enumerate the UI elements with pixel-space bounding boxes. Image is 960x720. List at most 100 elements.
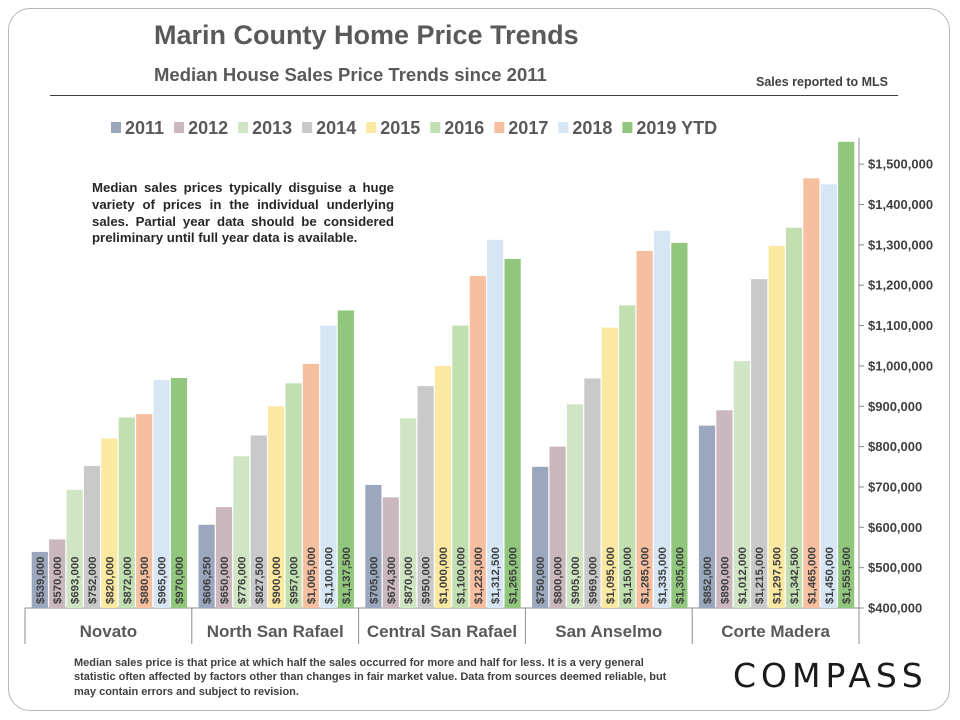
data-label: $820,000 — [104, 556, 116, 604]
bar — [285, 383, 302, 608]
legend-swatch — [238, 122, 249, 133]
bar — [153, 380, 170, 608]
legend-swatch — [111, 122, 121, 133]
bar — [751, 279, 768, 608]
y-tick-label: $1,100,000 — [868, 318, 933, 333]
data-label: $750,000 — [535, 556, 547, 604]
legend-label: 2018 — [572, 118, 612, 138]
data-label: $969,000 — [587, 556, 599, 604]
legend: 2011 2012 2013 2014 2015 2016 2017 2018 2019 YTD — [111, 118, 717, 138]
bar — [671, 242, 688, 608]
category-label: Corte Madera — [721, 622, 830, 641]
bar — [365, 484, 382, 608]
data-label: $1,000,000 — [438, 547, 450, 604]
category-axis: Novato North San Rafael Central San Rafael… — [24, 608, 860, 644]
bar — [487, 239, 504, 608]
y-tick-label: $1,300,000 — [868, 237, 933, 252]
bar — [198, 524, 215, 608]
data-label: $965,000 — [157, 556, 169, 604]
data-label: $1,335,000 — [657, 547, 669, 604]
data-label: $800,000 — [553, 556, 565, 604]
y-tick-label: $900,000 — [868, 399, 922, 414]
title-divider — [50, 95, 898, 96]
legend-swatch — [430, 122, 441, 133]
legend-swatch — [622, 122, 633, 133]
data-label: $539,000 — [35, 556, 47, 604]
category-label: Novato — [80, 622, 138, 641]
category-label: Central San Rafael — [367, 622, 517, 641]
data-label: $890,000 — [719, 556, 731, 604]
bar — [716, 410, 733, 608]
data-label: $1,005,000 — [306, 547, 318, 604]
legend-label: 2011 — [125, 118, 164, 138]
bar — [838, 141, 855, 608]
legend-label: 2014 — [316, 118, 356, 138]
data-label: $1,265,000 — [508, 547, 520, 604]
legend-label: 2013 — [252, 118, 292, 138]
bar — [49, 539, 66, 608]
data-label: $905,000 — [570, 556, 582, 604]
data-label: $1,100,000 — [455, 547, 467, 604]
y-tick-label: $1,500,000 — [868, 157, 933, 172]
legend-item: 2011 — [111, 118, 164, 138]
bar — [118, 417, 135, 608]
data-label: $852,000 — [702, 556, 714, 604]
footnote: Median sales price is that price at whic… — [74, 657, 667, 698]
data-label: $1,312,500 — [490, 547, 502, 604]
data-label: $1,450,000 — [824, 547, 836, 604]
bar — [400, 418, 417, 608]
legend-item: 2019 YTD — [622, 118, 717, 138]
data-label: $872,000 — [122, 556, 134, 604]
data-label: $1,305,000 — [674, 547, 686, 604]
data-label: $957,000 — [289, 556, 301, 604]
legend-item: 2012 — [174, 118, 228, 138]
legend-item: 2016 — [430, 118, 484, 138]
bar — [101, 438, 118, 608]
chart-subtitle: Median House Sales Price Trends since 20… — [154, 64, 547, 85]
bar — [268, 406, 285, 608]
y-tick-label: $1,400,000 — [868, 197, 933, 212]
bar — [584, 378, 601, 608]
data-label: $606,250 — [202, 556, 214, 604]
bar — [504, 258, 521, 608]
legend-item: 2017 — [494, 118, 548, 138]
data-label: $1,095,000 — [605, 547, 617, 604]
bar — [83, 465, 101, 608]
legend-swatch — [366, 122, 377, 133]
legend-label: 2019 YTD — [636, 118, 717, 138]
legend-item: 2018 — [558, 118, 612, 138]
data-label: $705,000 — [368, 556, 380, 604]
data-label: $570,000 — [52, 556, 64, 604]
bar — [636, 250, 653, 608]
data-label: $870,000 — [403, 556, 415, 604]
legend-item: 2014 — [302, 118, 356, 138]
data-label: $950,000 — [421, 556, 433, 604]
data-label: $970,000 — [174, 556, 186, 604]
y-axis: $400,000 $500,000 $600,000 $700,000 $800,000… — [25, 138, 933, 616]
bar-series-group — [31, 141, 855, 608]
bar — [532, 466, 549, 608]
data-label: $880,500 — [139, 556, 151, 604]
bar — [215, 507, 233, 608]
bar — [302, 363, 320, 608]
data-label: $650,000 — [219, 556, 231, 604]
data-label: $1,223,000 — [473, 547, 485, 604]
data-label: $1,465,000 — [806, 547, 818, 604]
bar — [566, 404, 584, 608]
category-label: San Anselmo — [555, 622, 662, 641]
data-label: $1,150,000 — [622, 547, 634, 604]
data-label: $900,000 — [271, 556, 283, 604]
bar — [66, 489, 83, 608]
data-label: $1,285,000 — [640, 547, 652, 604]
bar — [733, 361, 750, 608]
y-tick-label: $1,200,000 — [868, 278, 933, 293]
category-label: North San Rafael — [207, 622, 344, 641]
bar — [136, 414, 153, 608]
data-label: $1,100,000 — [323, 547, 335, 604]
bar — [698, 425, 716, 608]
legend-label: 2012 — [188, 118, 228, 138]
bar — [619, 305, 636, 608]
source-note: Sales reported to MLS — [756, 75, 888, 89]
bar — [549, 446, 566, 608]
